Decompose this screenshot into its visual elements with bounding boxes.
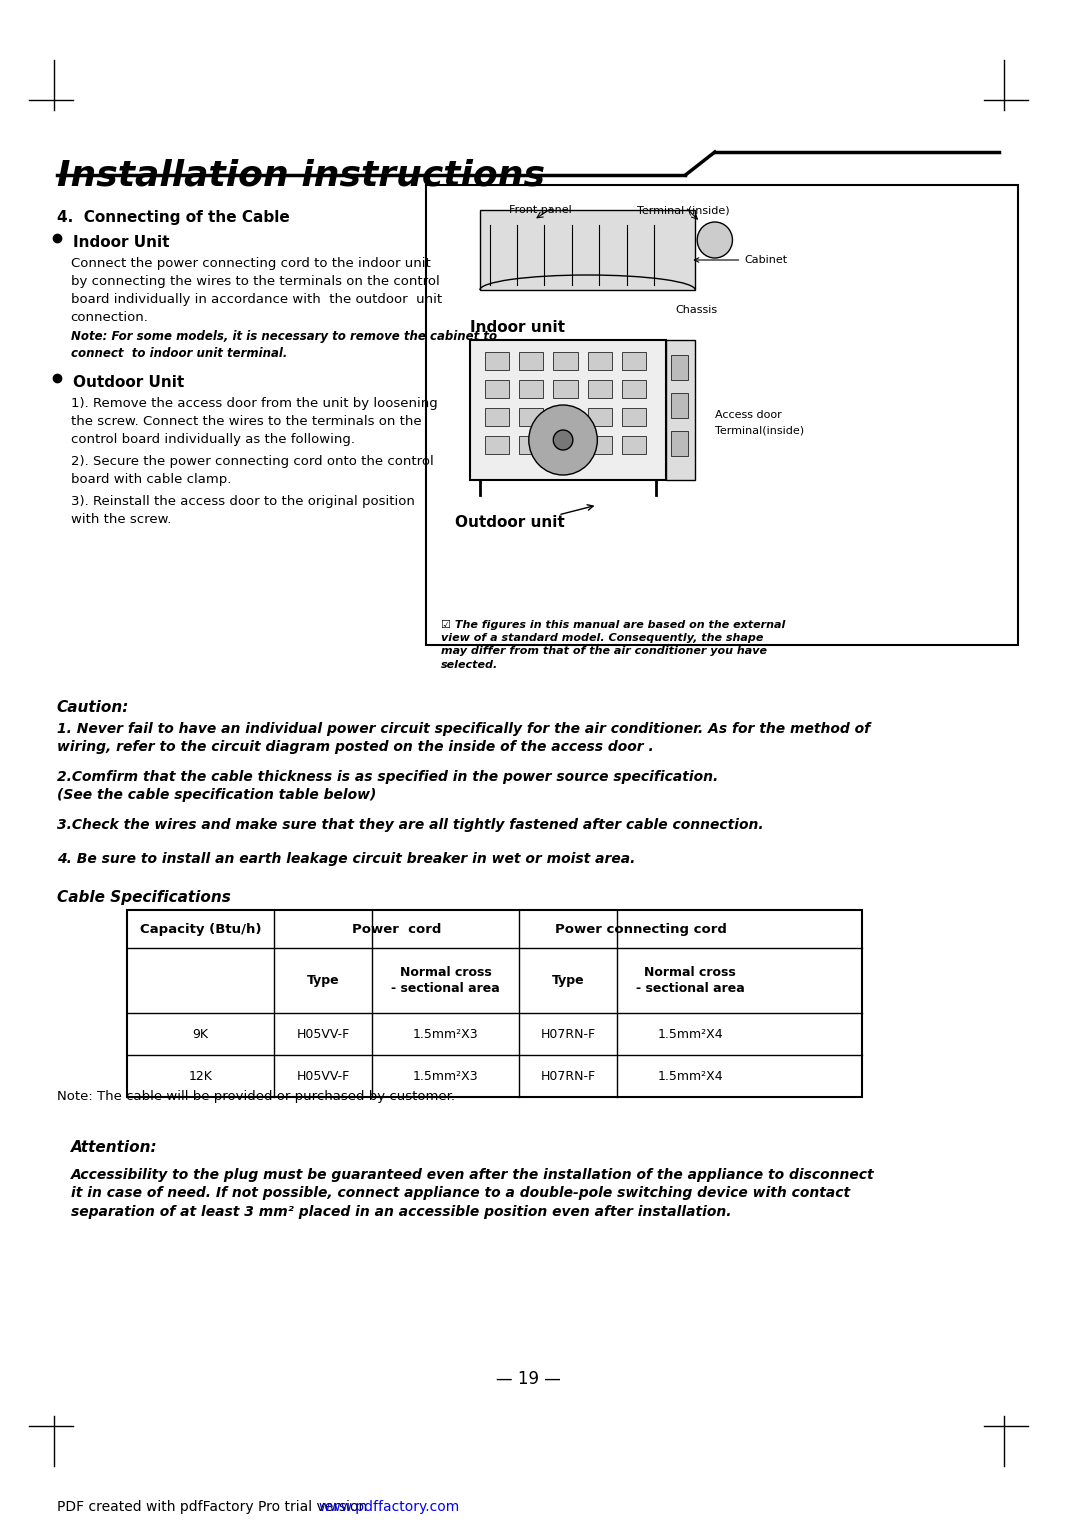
Bar bbox=[622, 380, 646, 398]
Bar bbox=[622, 436, 646, 455]
Text: H07RN-F: H07RN-F bbox=[540, 1027, 595, 1041]
Bar bbox=[671, 394, 688, 418]
Text: Note: The cable will be provided or purchased by customer.: Note: The cable will be provided or purc… bbox=[57, 1090, 455, 1103]
Bar bbox=[485, 436, 509, 455]
Circle shape bbox=[553, 430, 572, 450]
Text: ☑ The figures in this manual are based on the external
view of a standard model.: ☑ The figures in this manual are based o… bbox=[441, 620, 785, 670]
Bar bbox=[519, 436, 543, 455]
Text: Type: Type bbox=[307, 974, 339, 987]
Text: 3). Reinstall the access door to the original position
with the screw.: 3). Reinstall the access door to the ori… bbox=[70, 494, 415, 526]
Text: — 19 —: — 19 — bbox=[497, 1370, 562, 1389]
Bar bbox=[519, 380, 543, 398]
Text: PDF created with pdfFactory Pro trial version: PDF created with pdfFactory Pro trial ve… bbox=[57, 1500, 372, 1514]
Text: Normal cross
- sectional area: Normal cross - sectional area bbox=[636, 966, 745, 995]
Text: 1.5mm²X4: 1.5mm²X4 bbox=[658, 1070, 724, 1082]
Text: Terminal(inside): Terminal(inside) bbox=[715, 426, 804, 435]
Bar bbox=[426, 185, 1018, 645]
Text: 2.Comfirm that the cable thickness is as specified in the power source specifica: 2.Comfirm that the cable thickness is as… bbox=[57, 771, 718, 803]
Text: H07RN-F: H07RN-F bbox=[540, 1070, 595, 1082]
Bar bbox=[485, 380, 509, 398]
Text: www.pdffactory.com: www.pdffactory.com bbox=[318, 1500, 459, 1514]
Bar bbox=[588, 436, 612, 455]
Bar bbox=[553, 380, 578, 398]
Text: Cabinet: Cabinet bbox=[694, 255, 787, 266]
Bar bbox=[485, 353, 509, 369]
Bar bbox=[470, 340, 666, 481]
Text: Terminal (inside): Terminal (inside) bbox=[636, 204, 729, 215]
Text: 1.5mm²X3: 1.5mm²X3 bbox=[413, 1070, 478, 1082]
Text: Installation instructions: Installation instructions bbox=[57, 159, 544, 192]
Text: Normal cross
- sectional area: Normal cross - sectional area bbox=[391, 966, 500, 995]
Text: Caution:: Caution: bbox=[57, 700, 130, 716]
Bar bbox=[671, 430, 688, 456]
Text: Connect the power connecting cord to the indoor unit
by connecting the wires to : Connect the power connecting cord to the… bbox=[70, 256, 442, 324]
Text: Note: For some models, it is necessary to remove the cabinet to
connect  to indo: Note: For some models, it is necessary t… bbox=[70, 330, 497, 360]
Bar bbox=[519, 407, 543, 426]
Text: Capacity (Btu/h): Capacity (Btu/h) bbox=[140, 923, 261, 935]
Bar bbox=[485, 407, 509, 426]
Text: Power connecting cord: Power connecting cord bbox=[555, 923, 727, 935]
Bar bbox=[553, 436, 578, 455]
Text: Outdoor Unit: Outdoor Unit bbox=[73, 375, 185, 391]
Text: 4. Be sure to install an earth leakage circuit breaker in wet or moist area.: 4. Be sure to install an earth leakage c… bbox=[57, 852, 635, 865]
Text: Indoor Unit: Indoor Unit bbox=[73, 235, 170, 250]
Bar bbox=[671, 356, 688, 380]
Bar bbox=[127, 909, 862, 1097]
Bar bbox=[480, 211, 696, 290]
Text: 1). Remove the access door from the unit by loosening
the screw. Connect the wir: 1). Remove the access door from the unit… bbox=[70, 397, 437, 446]
Bar bbox=[519, 353, 543, 369]
Bar bbox=[622, 407, 646, 426]
Bar bbox=[553, 353, 578, 369]
Text: Accessibility to the plug must be guaranteed even after the installation of the : Accessibility to the plug must be guaran… bbox=[70, 1167, 874, 1219]
Text: 2). Secure the power connecting cord onto the control
board with cable clamp.: 2). Secure the power connecting cord ont… bbox=[70, 455, 433, 485]
Text: 12K: 12K bbox=[189, 1070, 213, 1082]
Bar bbox=[588, 380, 612, 398]
Text: Type: Type bbox=[552, 974, 584, 987]
Text: Indoor unit: Indoor unit bbox=[470, 320, 565, 336]
Bar bbox=[588, 407, 612, 426]
Text: 1.5mm²X4: 1.5mm²X4 bbox=[658, 1027, 724, 1041]
Text: Outdoor unit: Outdoor unit bbox=[456, 514, 565, 530]
Bar bbox=[588, 353, 612, 369]
Bar bbox=[666, 340, 696, 481]
Bar bbox=[622, 353, 646, 369]
Text: 4.  Connecting of the Cable: 4. Connecting of the Cable bbox=[57, 211, 289, 224]
Text: H05VV-F: H05VV-F bbox=[297, 1070, 350, 1082]
Text: 1.5mm²X3: 1.5mm²X3 bbox=[413, 1027, 478, 1041]
Circle shape bbox=[698, 221, 732, 258]
Text: Front panel: Front panel bbox=[509, 204, 572, 215]
Bar bbox=[553, 407, 578, 426]
Text: Cable Specifications: Cable Specifications bbox=[57, 890, 231, 905]
Circle shape bbox=[529, 404, 597, 475]
Text: Chassis: Chassis bbox=[676, 305, 718, 314]
Text: Access door: Access door bbox=[715, 410, 782, 420]
Text: Attention:: Attention: bbox=[70, 1140, 157, 1155]
Text: 3.Check the wires and make sure that they are all tightly fastened after cable c: 3.Check the wires and make sure that the… bbox=[57, 818, 764, 832]
Text: Power  cord: Power cord bbox=[352, 923, 442, 935]
Text: 1. Never fail to have an individual power circuit specifically for the air condi: 1. Never fail to have an individual powe… bbox=[57, 722, 869, 754]
Text: H05VV-F: H05VV-F bbox=[297, 1027, 350, 1041]
Text: 9K: 9K bbox=[192, 1027, 208, 1041]
